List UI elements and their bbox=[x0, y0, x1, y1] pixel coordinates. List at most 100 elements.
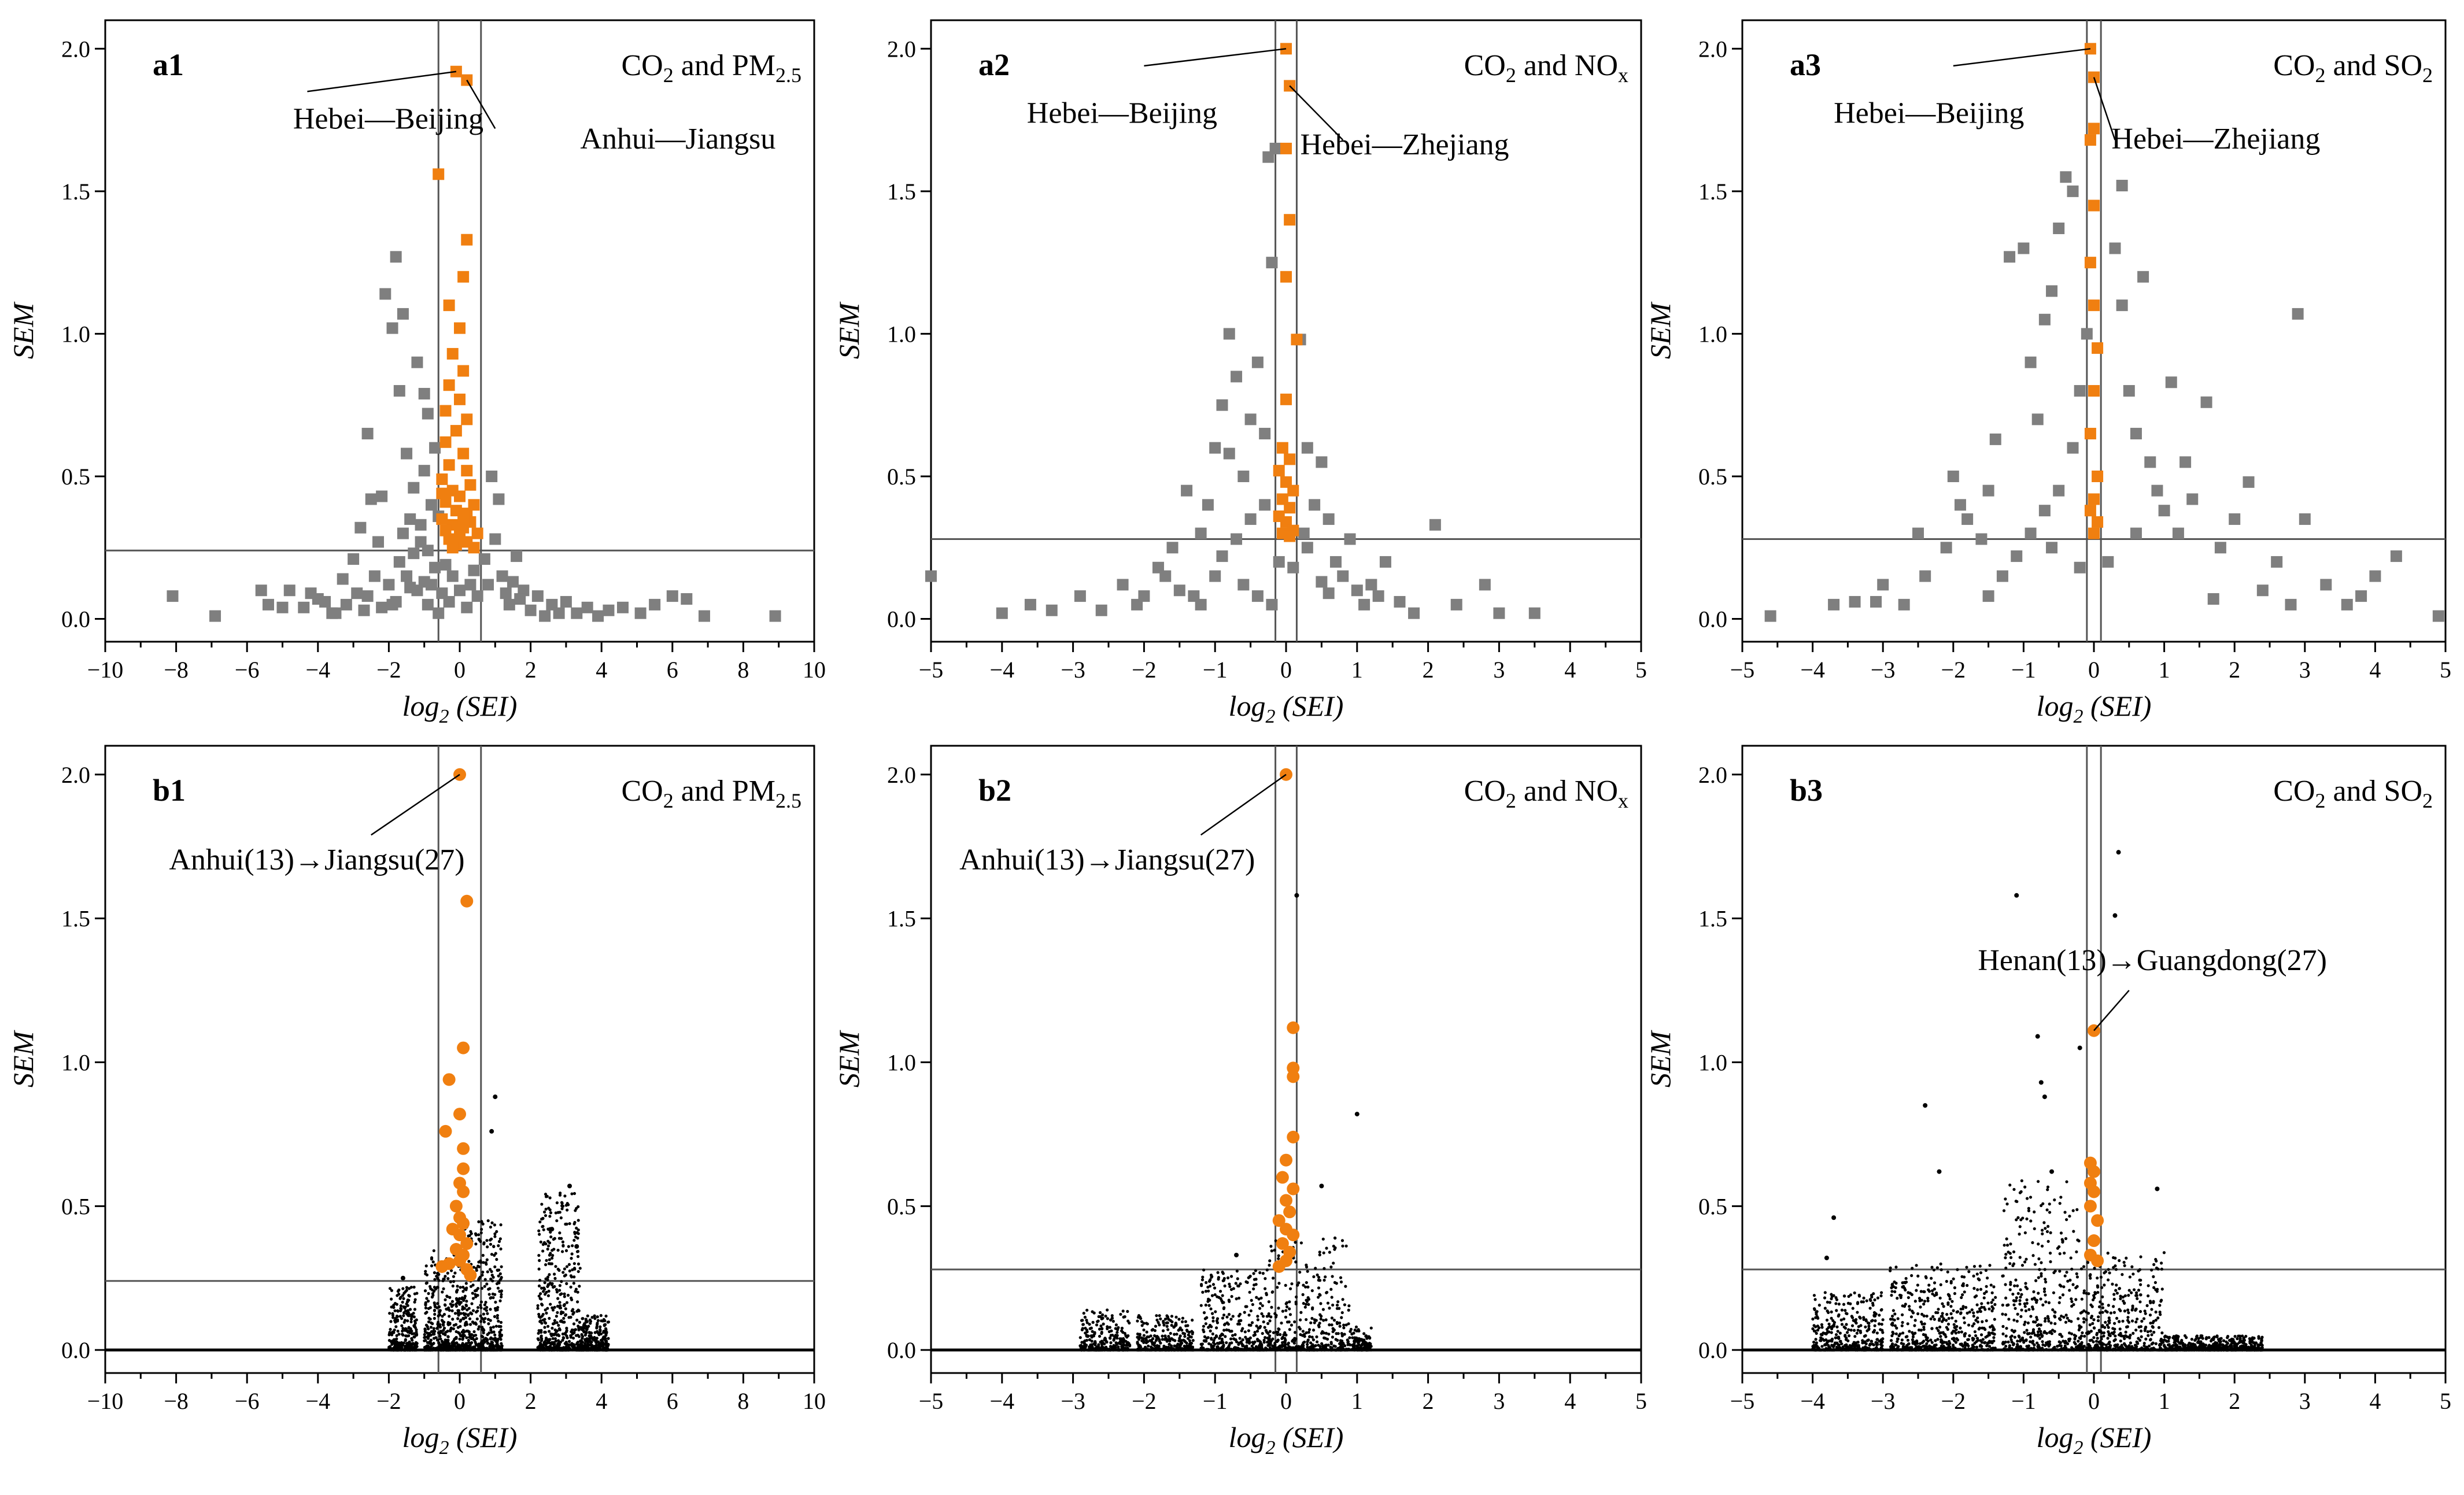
scatter-point bbox=[1280, 393, 1292, 405]
scatter-point bbox=[354, 521, 367, 534]
scatter-point-minor bbox=[1120, 1326, 1124, 1330]
scatter-point bbox=[386, 322, 398, 334]
scatter-point-minor bbox=[559, 1304, 562, 1308]
scatter-point-minor bbox=[411, 1338, 414, 1342]
scatter-point-minor bbox=[390, 1333, 394, 1337]
scatter-point-minor bbox=[1135, 1348, 1139, 1352]
scatter-point-minor bbox=[1867, 1324, 1871, 1328]
scatter-point-minor bbox=[477, 1325, 481, 1329]
scatter-point-minor bbox=[1307, 1328, 1312, 1331]
scatter-point-minor bbox=[487, 1293, 491, 1296]
scatter-point-minor bbox=[1847, 1294, 1850, 1298]
scatter-point bbox=[442, 1073, 456, 1086]
scatter-point-minor bbox=[435, 1338, 439, 1342]
scatter-point-minor bbox=[1335, 1320, 1339, 1324]
y-tick-label: 0.0 bbox=[61, 1337, 90, 1363]
scatter-point-minor bbox=[1284, 1333, 1288, 1337]
scatter-point-minor bbox=[1091, 1320, 1095, 1324]
scatter-point-minor bbox=[1879, 1342, 1883, 1346]
scatter-point-minor bbox=[1095, 1323, 1099, 1327]
scatter-point-minor bbox=[401, 1327, 405, 1330]
scatter-point-minor bbox=[1838, 1331, 1842, 1335]
scatter-point-minor bbox=[441, 1345, 445, 1349]
scatter-point-minor bbox=[537, 1338, 540, 1342]
scatter-point-minor bbox=[1335, 1304, 1339, 1307]
y-axis-title: SEM bbox=[833, 302, 865, 360]
scatter-point-minor bbox=[390, 1340, 393, 1344]
scatter-point-minor bbox=[412, 1324, 416, 1327]
scatter-point-minor bbox=[1084, 1326, 1087, 1330]
scatter-point-minor bbox=[1945, 1319, 1948, 1322]
scatter-point-minor bbox=[604, 1314, 608, 1318]
scatter-point-minor bbox=[491, 1279, 494, 1283]
scatter-point-minor bbox=[1139, 1345, 1143, 1349]
scatter-point-minor bbox=[1136, 1319, 1139, 1323]
scatter-point-minor bbox=[1142, 1334, 1146, 1337]
scatter-point-minor bbox=[563, 1274, 566, 1278]
scatter-point-minor bbox=[572, 1282, 575, 1285]
scatter-point-minor bbox=[1867, 1322, 1871, 1325]
scatter-point-minor bbox=[497, 1319, 500, 1323]
scatter-point-minor bbox=[1325, 1290, 1329, 1294]
scatter-point-minor bbox=[556, 1348, 560, 1352]
scatter-point-minor bbox=[1181, 1316, 1185, 1320]
scatter-point-minor bbox=[564, 1346, 567, 1350]
x-axis-title: log2 (SEI) bbox=[1229, 1421, 1344, 1459]
scatter-point-minor bbox=[482, 1261, 485, 1264]
scatter-point-minor bbox=[1321, 1344, 1325, 1348]
scatter-point-minor bbox=[1216, 1345, 1219, 1349]
scatter-point-minor bbox=[1297, 1281, 1301, 1285]
scatter-point-minor bbox=[1207, 1342, 1211, 1345]
scatter-point-minor bbox=[426, 1341, 429, 1344]
scatter-point-minor bbox=[575, 1250, 579, 1253]
x-tick-label: 1 bbox=[2159, 657, 2170, 683]
scatter-point-minor bbox=[472, 1330, 476, 1334]
scatter-point-minor bbox=[458, 1337, 461, 1341]
scatter-point-minor bbox=[1254, 1269, 1257, 1272]
scatter-point-minor bbox=[482, 1241, 486, 1245]
plot-frame bbox=[930, 745, 1642, 1374]
scatter-point-minor bbox=[599, 1329, 602, 1333]
scatter-point-minor bbox=[1237, 1342, 1240, 1346]
scatter-point-minor bbox=[567, 1263, 571, 1266]
scatter-point-minor bbox=[1184, 1348, 1188, 1352]
scatter-point-minor bbox=[477, 1220, 481, 1224]
scatter-point-minor bbox=[431, 1260, 435, 1264]
scatter-point bbox=[1358, 598, 1370, 610]
scatter-point-minor bbox=[1104, 1345, 1108, 1349]
scatter-point-minor bbox=[1202, 1311, 1206, 1315]
scatter-point-minor bbox=[1263, 1326, 1266, 1329]
scatter-point-minor bbox=[1094, 1342, 1097, 1345]
scatter-point-minor bbox=[1856, 1301, 1860, 1304]
scatter-point-minor bbox=[390, 1305, 393, 1309]
scatter-point-minor bbox=[468, 1234, 471, 1237]
scatter-point-minor bbox=[1844, 1312, 1848, 1315]
x-tick-label: 4 bbox=[596, 1388, 607, 1414]
series-highlighted bbox=[1273, 43, 1303, 542]
scatter-point-minor bbox=[1202, 1328, 1205, 1331]
x-tick-label: −4 bbox=[1800, 657, 1825, 683]
scatter-point-minor bbox=[1255, 1296, 1258, 1299]
scatter-point-minor bbox=[453, 1271, 457, 1275]
scatter-point-minor bbox=[1339, 1341, 1342, 1345]
scatter-point-minor bbox=[537, 1229, 541, 1233]
scatter-point-minor bbox=[391, 1330, 394, 1334]
scatter-point-minor bbox=[1161, 1334, 1164, 1338]
scatter-point bbox=[1287, 484, 1299, 497]
scatter-point-minor bbox=[1146, 1322, 1149, 1326]
scatter-point bbox=[2092, 342, 2104, 354]
scatter-point-minor bbox=[544, 1207, 548, 1211]
scatter-point-minor bbox=[485, 1309, 489, 1312]
scatter-point bbox=[1074, 590, 1086, 602]
scatter-point-minor bbox=[1270, 1305, 1273, 1309]
scatter-point-minor bbox=[1815, 1312, 1818, 1316]
scatter-point-minor bbox=[464, 1316, 468, 1319]
scatter-point-minor bbox=[1273, 1341, 1277, 1345]
scatter-point-minor bbox=[427, 1316, 431, 1320]
scatter-point-minor bbox=[570, 1330, 573, 1334]
scatter-point-minor bbox=[548, 1253, 552, 1257]
scatter-point-minor bbox=[475, 1288, 478, 1292]
scatter-point-minor bbox=[1262, 1341, 1266, 1344]
scatter-point-minor bbox=[1230, 1295, 1233, 1298]
